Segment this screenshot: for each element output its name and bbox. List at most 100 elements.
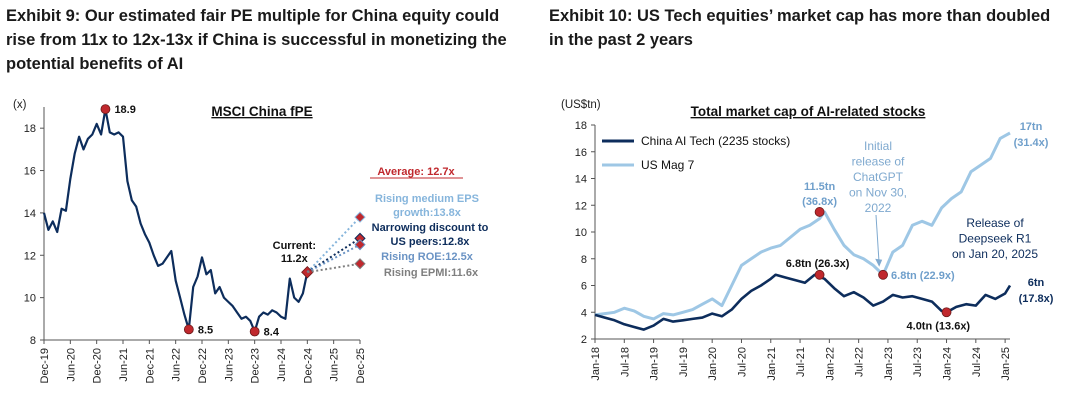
legend-label-us: US Mag 7 xyxy=(641,158,695,172)
ai-market-cap-chart: Total market cap of AI-related stocks (U… xyxy=(561,99,1054,381)
left-x-tick-label: Dec-25 xyxy=(355,348,367,383)
right-y-tick-label: 4 xyxy=(581,307,587,319)
exhibit-9-title: Exhibit 9: Our estimated fair PE multipl… xyxy=(6,7,507,73)
right-y-tick-label: 6 xyxy=(581,281,587,293)
chatgpt-annotation-line: release of xyxy=(852,155,905,169)
right-x-tick-label: Jul-19 xyxy=(678,347,690,377)
us-peak-label: 11.5tn xyxy=(804,181,835,193)
right-x-tick-label: Jan-22 xyxy=(824,347,836,381)
us-end-label: 17tn xyxy=(1020,121,1043,133)
right-x-tick-label: Jan-18 xyxy=(590,347,602,381)
scenario-label-eps-2: growth:13.8x xyxy=(393,207,462,219)
chatgpt-annotation-line: on Nov 30, xyxy=(849,186,907,200)
left-x-tick-label: Jun-21 xyxy=(118,348,130,382)
chatgpt-annotation-line: Initial xyxy=(864,139,892,153)
left-x-tick-label: Jun-22 xyxy=(171,348,183,382)
peak-label: 18.9 xyxy=(114,104,135,116)
msci-china-fpe-line xyxy=(42,107,309,333)
scenario-path-eps xyxy=(306,216,361,273)
scenario-label-eps: Rising medium EPS xyxy=(375,193,479,205)
left-y-tick-label: 12 xyxy=(24,250,36,262)
msci-china-fpe-chart: MSCI China fPE (x) 8 10 12 14 16 18 Dec-19 Jun-… xyxy=(13,99,489,383)
scenario-label-roe: Rising ROE:12.5x xyxy=(381,251,474,263)
current-value-label: 11.2x xyxy=(281,253,309,265)
left-chart-title: MSCI China fPE xyxy=(211,104,312,119)
right-x-tick-label: Jan-24 xyxy=(942,347,954,381)
right-y-tick-label: 18 xyxy=(575,120,587,132)
deepseek-annotation-line: Release of xyxy=(966,216,1024,230)
china-end-value-label: (17.8x) xyxy=(1019,293,1054,305)
right-x-tick-label: Jan-23 xyxy=(883,347,895,381)
left-x-tick-label: Dec-20 xyxy=(92,348,104,383)
trough-2022-point xyxy=(183,324,194,335)
us-mag7-line xyxy=(594,131,1011,321)
trough-2022-label: 8.5 xyxy=(198,324,213,336)
left-y-unit: (x) xyxy=(13,99,27,111)
right-marks: China AI Tech (2235 stocks) US Mag 7 Initi… xyxy=(594,121,1054,332)
left-y-tick-label: 8 xyxy=(30,335,36,347)
scenario-label-epmi: Rising EPMI:11.6x xyxy=(384,267,479,279)
legend-label-china: China AI Tech (2235 stocks) xyxy=(641,134,790,148)
right-x-tick-label: Jan-19 xyxy=(649,347,661,381)
us-peak-value-label: (36.8x) xyxy=(802,196,837,208)
right-x-tick-label: Jul-24 xyxy=(971,347,983,377)
chatgpt-annotation-line: ChatGPT xyxy=(853,170,904,184)
left-x-tick-label: Dec-24 xyxy=(302,348,314,383)
right-x-tick-label: Jan-21 xyxy=(766,347,778,381)
left-x-tick-label: Dec-21 xyxy=(144,348,156,383)
us-peak-point xyxy=(814,207,825,217)
right-x-tick-label: Jan-20 xyxy=(707,347,719,381)
left-y-tick-label: 14 xyxy=(24,208,36,220)
left-x-tick-label: Jun-23 xyxy=(223,348,235,382)
right-y-unit: (US$tn) xyxy=(561,99,601,111)
left-marks: 18.9 8.5 8.4 Current:11.2x Average: 12.7x Ris… xyxy=(42,104,489,339)
left-y-tick-label: 16 xyxy=(24,166,36,178)
scenario-point-discount xyxy=(354,232,366,244)
left-x-tick-label: Dec-22 xyxy=(197,348,209,383)
us-trough-label: 6.8tn (22.9x) xyxy=(891,270,955,282)
china-trough-point xyxy=(941,307,952,318)
left-x-tick-label: Jun-20 xyxy=(65,348,77,382)
china-trough-label: 4.0tn (13.6x) xyxy=(907,320,971,332)
current-label: Current: xyxy=(273,240,316,252)
scenario-point-roe xyxy=(354,239,366,251)
right-chart-title: Total market cap of AI-related stocks xyxy=(691,104,926,119)
scenario-label-discount: Narrowing discount to xyxy=(372,222,489,234)
left-x-tick-label: Dec-23 xyxy=(250,348,262,383)
right-x-tick-label: Jan-25 xyxy=(1000,347,1012,381)
average-label: Average: 12.7x xyxy=(377,166,455,178)
chatgpt-arrow xyxy=(875,214,880,265)
exhibit-10-title: Exhibit 10: US Tech equities’ market cap… xyxy=(549,7,1051,49)
china-end-label: 6tn xyxy=(1028,277,1045,289)
right-y-tick-label: 10 xyxy=(575,227,587,239)
right-y-tick-label: 16 xyxy=(575,147,587,159)
chatgpt-arrow-head xyxy=(875,258,883,267)
right-y-tick-label: 2 xyxy=(581,334,587,346)
scenario-path-roe xyxy=(306,243,361,274)
peak-point xyxy=(100,104,111,115)
scenario-label-discount-2: US peers:12.8x xyxy=(391,236,471,248)
right-y-tick-label: 14 xyxy=(575,174,587,186)
left-y-tick-label: 10 xyxy=(24,293,36,305)
deepseek-annotation-line: on Jan 20, 2025 xyxy=(952,247,1038,261)
left-x-tick-label: Jun-24 xyxy=(276,348,288,382)
us-end-value-label: (31.4x) xyxy=(1014,137,1049,149)
chatgpt-annotation-line: 2022 xyxy=(865,201,892,215)
left-x-tick-label: Jun-25 xyxy=(329,348,341,382)
right-x-tick-label: Jul-18 xyxy=(619,347,631,377)
right-axes: 2 4 6 8 10 12 14 16 18 Jan-18 Jul-18 Jan-19 Jul-19 Ja… xyxy=(575,120,1012,381)
left-y-tick-label: 18 xyxy=(24,123,36,135)
us-trough-point xyxy=(878,269,888,280)
right-y-tick-label: 12 xyxy=(575,200,587,212)
right-x-tick-label: Jul-22 xyxy=(854,347,866,377)
right-x-tick-label: Jul-20 xyxy=(736,347,748,377)
left-x-tick-label: Dec-19 xyxy=(39,348,51,383)
right-x-tick-label: Jul-23 xyxy=(912,347,924,377)
left-axes: 8 10 12 14 16 18 Dec-19 Jun-20 Dec-20 Jun-21 Dec-2… xyxy=(24,107,367,383)
china-peak-point xyxy=(814,269,825,280)
trough-2023-label: 8.4 xyxy=(264,327,280,339)
deepseek-annotation-line: Deepseek R1 xyxy=(959,232,1032,246)
china-peak-label: 6.8tn (26.3x) xyxy=(786,258,850,270)
right-y-tick-label: 8 xyxy=(581,254,587,266)
